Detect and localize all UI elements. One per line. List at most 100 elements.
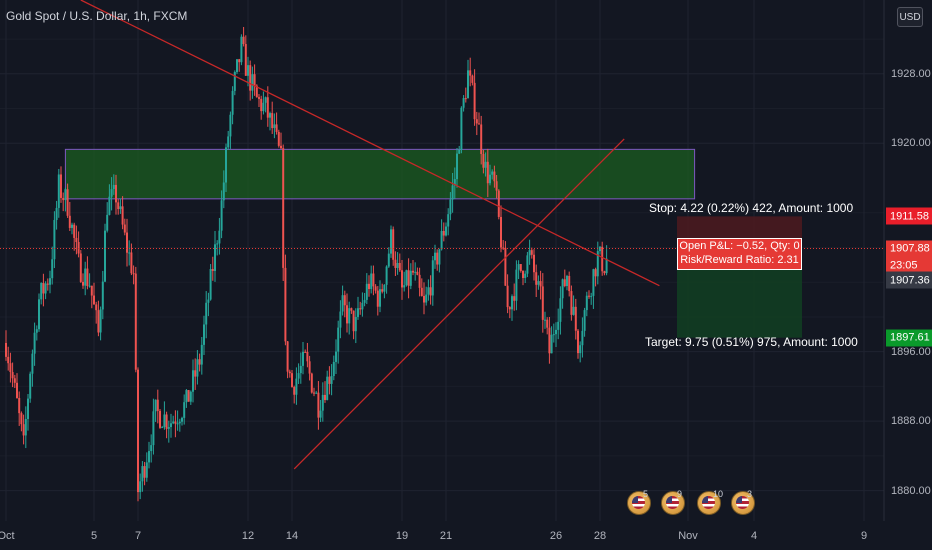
candle-body bbox=[361, 302, 364, 310]
candle-body bbox=[568, 275, 571, 292]
candle-body bbox=[207, 299, 210, 303]
candle-body bbox=[401, 270, 403, 288]
candle-body bbox=[214, 244, 216, 271]
candle-body bbox=[273, 124, 276, 129]
price-tag: 1911.58 bbox=[886, 207, 932, 225]
candle-body bbox=[453, 179, 456, 186]
candle-body bbox=[5, 342, 7, 357]
candle-body bbox=[291, 373, 293, 387]
candle-body bbox=[176, 423, 179, 425]
candle-body bbox=[141, 466, 144, 482]
candle-body bbox=[497, 190, 500, 217]
candle-body bbox=[343, 295, 346, 306]
candle-body bbox=[277, 131, 280, 146]
candle-body bbox=[68, 215, 71, 228]
candle-body bbox=[55, 207, 58, 221]
candle-body bbox=[319, 410, 322, 418]
candle-body bbox=[596, 251, 599, 277]
candle-body bbox=[506, 285, 509, 308]
price-tag: 1897.61 bbox=[886, 329, 932, 347]
candle-body bbox=[104, 230, 106, 282]
candle-body bbox=[60, 174, 62, 198]
symbol-title[interactable]: Gold Spot / U.S. Dollar, 1h, FXCM bbox=[6, 9, 188, 23]
candle-body bbox=[524, 273, 527, 278]
candle-body bbox=[350, 308, 353, 311]
candle-body bbox=[253, 74, 256, 86]
candle-body bbox=[152, 411, 155, 446]
candle-body bbox=[460, 107, 463, 150]
candle-body bbox=[337, 327, 340, 352]
candle-body bbox=[515, 269, 518, 301]
candle-body bbox=[31, 353, 34, 374]
triangle-trendlines[interactable] bbox=[293, 138, 625, 470]
candle-body bbox=[269, 113, 271, 118]
pnl-box[interactable]: Open P&L: −0.52, Qty: 0 Risk/Reward Rati… bbox=[677, 238, 802, 270]
candle-body bbox=[577, 330, 579, 354]
candle-body bbox=[249, 65, 252, 91]
candle-body bbox=[405, 270, 408, 286]
us-flag-event-icon[interactable] bbox=[731, 491, 755, 515]
candle-body bbox=[601, 246, 604, 272]
candle-body bbox=[121, 206, 124, 225]
candle-body bbox=[35, 329, 38, 333]
candle-body bbox=[44, 283, 47, 294]
candle-body bbox=[11, 372, 14, 379]
candle-body bbox=[491, 171, 494, 175]
candle-body bbox=[544, 319, 546, 321]
candle-body bbox=[181, 417, 183, 422]
candle-body bbox=[101, 281, 104, 310]
resistance-zone[interactable] bbox=[64, 148, 696, 200]
candle-body bbox=[310, 373, 313, 393]
candle-body bbox=[170, 423, 172, 428]
candle-body bbox=[183, 402, 186, 418]
candle-body bbox=[299, 365, 302, 374]
us-flag-event-icon[interactable] bbox=[661, 491, 685, 515]
candle-body bbox=[390, 229, 392, 254]
candle-body bbox=[229, 114, 232, 137]
candle-body bbox=[508, 307, 511, 310]
candle-body bbox=[493, 171, 496, 182]
candle-body bbox=[541, 286, 544, 320]
candle-body bbox=[209, 269, 212, 300]
candle-body bbox=[27, 398, 29, 419]
descending-trendline[interactable] bbox=[80, 0, 660, 287]
candle-body bbox=[203, 324, 205, 345]
date-tick-label: 21 bbox=[439, 530, 453, 542]
candle-body bbox=[363, 299, 366, 303]
candle-body bbox=[326, 376, 329, 400]
candle-body bbox=[117, 202, 120, 210]
candle-body bbox=[438, 249, 441, 265]
price-tick-label: 1888.00 bbox=[891, 415, 931, 428]
candle-body bbox=[533, 254, 535, 273]
currency-button[interactable]: USD bbox=[897, 7, 923, 27]
price-tick-label: 1920.00 bbox=[891, 137, 931, 150]
candle-body bbox=[321, 394, 324, 411]
candle-body bbox=[328, 376, 331, 384]
us-flag-event-icon[interactable] bbox=[697, 491, 721, 515]
candle-body bbox=[339, 311, 342, 328]
price-tick-label: 1928.00 bbox=[891, 67, 931, 80]
us-flag-event-icon[interactable] bbox=[627, 491, 651, 515]
candle-body bbox=[317, 392, 320, 418]
target-label[interactable]: Target: 9.75 (0.51%) 975, Amount: 1000 bbox=[645, 335, 858, 349]
candle-body bbox=[172, 421, 175, 424]
candle-body bbox=[519, 264, 522, 271]
stop-label[interactable]: Stop: 4.22 (0.22%) 422, Amount: 1000 bbox=[649, 201, 854, 215]
candle-body bbox=[236, 59, 238, 73]
candle-body bbox=[211, 269, 214, 271]
candle-body bbox=[348, 308, 351, 324]
candle-body bbox=[559, 298, 562, 322]
candle-body bbox=[555, 329, 557, 335]
candle-body bbox=[427, 287, 430, 295]
candle-body bbox=[445, 226, 447, 236]
candle-body bbox=[429, 287, 432, 296]
candle-body bbox=[335, 351, 337, 362]
date-tick-label: 26 bbox=[549, 530, 563, 542]
candle-body bbox=[482, 153, 485, 168]
candle-body bbox=[198, 359, 201, 365]
price-tag: 1907.88 bbox=[886, 240, 932, 258]
candle-body bbox=[218, 230, 221, 244]
candle-body bbox=[469, 70, 472, 76]
candle-body bbox=[306, 351, 309, 362]
